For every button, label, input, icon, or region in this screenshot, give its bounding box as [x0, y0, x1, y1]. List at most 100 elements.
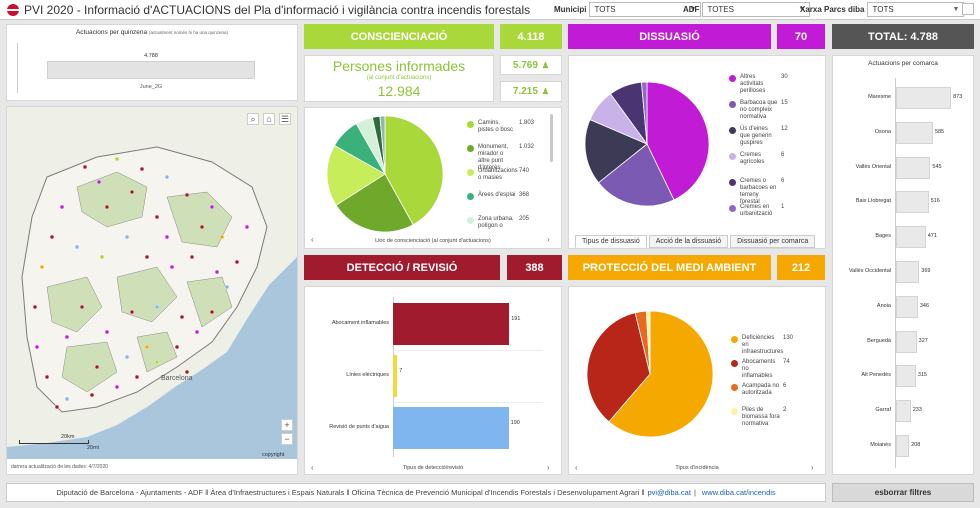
- map-point: [114, 156, 120, 162]
- consciencia-legend-item[interactable]: Àrees d'esplai 368: [467, 192, 529, 200]
- map-point: [49, 234, 55, 240]
- comarca-bar[interactable]: [896, 156, 931, 179]
- map-scale-km: 20km: [61, 434, 75, 440]
- map-canvas[interactable]: [7, 107, 297, 459]
- tab-dissuasio-comarca[interactable]: Dissuasió per comarca: [730, 235, 816, 248]
- map-point: [134, 374, 140, 380]
- consciencia-legend-item[interactable]: Camins, pistes o bosc 1.803: [467, 120, 534, 134]
- dissuasio-pie-slice-2[interactable]: [584, 119, 648, 184]
- dissuasio-tile[interactable]: DISSUASIÓ: [568, 24, 771, 49]
- comarca-bar[interactable]: [896, 261, 920, 283]
- consciencia-pie-slice-1[interactable]: [335, 173, 414, 233]
- chevron-right-icon[interactable]: ›: [547, 235, 550, 244]
- deteccio-bar[interactable]: [393, 407, 509, 449]
- chevron-right-icon[interactable]: ›: [811, 463, 814, 472]
- legend-value: 6: [781, 152, 785, 158]
- proteccio-legend-item[interactable]: Piles de biomassa fora normativa 2: [731, 407, 786, 428]
- comarca-data-label: 369: [921, 268, 931, 274]
- comarca-data-label: 346: [919, 302, 930, 309]
- deteccio-bar[interactable]: [393, 303, 510, 345]
- consciencia-legend-item[interactable]: Monument, mirador o altre punt d'interès…: [467, 144, 534, 172]
- footer: Diputació de Barcelona - Ajuntaments - A…: [6, 483, 826, 502]
- map-point: [139, 166, 145, 172]
- dissuasio-legend-item[interactable]: Barbacoa que no compleix normativa 15: [729, 100, 788, 121]
- comarca-bar[interactable]: [896, 87, 952, 109]
- legend-label: Cremes agrícoles: [740, 152, 765, 165]
- consciencia-tile[interactable]: CONSCIENCIACIÓ: [304, 24, 494, 49]
- comarca-bar[interactable]: [896, 365, 916, 388]
- legend-label: Urbanitzacions o masies: [478, 168, 518, 181]
- map-point: [124, 354, 130, 360]
- clear-filters-button[interactable]: esborrar filtres: [832, 483, 974, 502]
- dissuasio-pie-slice-5[interactable]: [641, 81, 648, 145]
- proteccio-legend-item[interactable]: Abocaments no inflamables 74: [731, 359, 790, 380]
- dissuasio-pie-slice-1[interactable]: [597, 143, 675, 207]
- legend-value: 1: [781, 204, 785, 210]
- tab-accio-dissuasio[interactable]: Acció de la dissuasió: [648, 235, 729, 248]
- map-point: [209, 309, 215, 315]
- quinzena-bar[interactable]: [47, 61, 255, 79]
- forest-area: [116, 266, 178, 323]
- search-icon[interactable]: ⌕: [247, 113, 259, 125]
- map-point: [184, 369, 190, 375]
- dissuasio-legend-item[interactable]: Cremes agrícoles 6: [729, 152, 784, 166]
- dissuasio-legend-item[interactable]: Cremes en urbanització 1: [729, 204, 784, 218]
- comarca-bar[interactable]: [896, 191, 929, 214]
- comarca-bar[interactable]: [896, 226, 926, 249]
- quinzena-subtitle: (actualment només hi ha una quinzena): [148, 30, 229, 35]
- chevron-left-icon[interactable]: ‹: [311, 463, 314, 472]
- comarca-bar[interactable]: [896, 435, 910, 457]
- consciencia-pie-slice-6[interactable]: [379, 115, 386, 175]
- footer-email-link[interactable]: pvi@diba.cat: [647, 488, 691, 497]
- proteccio-pie-slice-3[interactable]: [645, 310, 651, 375]
- map-point: [194, 329, 200, 335]
- home-icon[interactable]: ⌂: [263, 113, 275, 125]
- list-icon[interactable]: ☰: [279, 113, 291, 125]
- zoom-in-button[interactable]: +: [281, 419, 293, 431]
- filter-xarxa-select[interactable]: TOTS ▼: [867, 2, 965, 17]
- legend-label: Zona urbana, polígon o: [478, 216, 514, 229]
- header-menu-button[interactable]: [962, 3, 974, 15]
- proteccio-tile[interactable]: PROTECCIÓ DEL MEDI AMBIENT: [568, 255, 771, 280]
- proteccio-pie-slice-1[interactable]: [586, 312, 651, 423]
- dissuasio-legend-item[interactable]: Ús d'eines que generin guspires 12: [729, 126, 788, 147]
- chevron-left-icon[interactable]: ‹: [311, 235, 314, 244]
- consciencia-pie-chart[interactable]: [325, 114, 445, 234]
- dissuasio-legend-item[interactable]: Cremes o barbacoes en terreny forestal 6: [729, 178, 784, 206]
- legend-swatch: [729, 101, 736, 108]
- filter-adf-select[interactable]: TOTES ▼: [702, 2, 811, 17]
- tab-tipus-dissuasio[interactable]: Tipus de dissuasió: [575, 235, 647, 248]
- quinzena-title-row: Actuacions per quinzena (actualment nomé…: [7, 29, 297, 36]
- map-point: [114, 384, 120, 390]
- consciencia-pie-slice-2[interactable]: [326, 144, 386, 206]
- dissuasio-pie-slice-0[interactable]: [646, 81, 710, 201]
- deteccio-bar[interactable]: [393, 355, 398, 397]
- comarca-bar[interactable]: [896, 121, 933, 144]
- consciencia-legend-item[interactable]: Urbanitzacions o masies 740: [467, 168, 529, 182]
- proteccio-legend-item[interactable]: Acampada no autoritzada 6: [731, 383, 786, 397]
- zoom-out-button[interactable]: −: [281, 433, 293, 445]
- comarca-bar[interactable]: [896, 295, 918, 318]
- consciencia-legend-item[interactable]: Zona urbana, polígon o 205: [467, 216, 529, 230]
- diba-logo-icon: [7, 3, 19, 16]
- dissuasio-tabs: Tipus de dissuasió Acció de la dissuasió…: [575, 235, 817, 248]
- comarca-data-label: 327: [918, 337, 928, 344]
- footer-web-link[interactable]: www.diba.cat/incendis: [701, 488, 776, 497]
- comarca-tick-label: Vallès Oriental: [855, 163, 891, 170]
- comarca-bar[interactable]: [896, 330, 917, 353]
- chevron-left-icon[interactable]: ‹: [575, 463, 578, 472]
- filter-municipi-select[interactable]: TOTS ▼: [589, 2, 702, 17]
- comarca-bar[interactable]: [896, 400, 911, 423]
- proteccio-legend-item[interactable]: Deficiències en infraestructures 130: [731, 335, 793, 356]
- legend-swatch: [729, 179, 736, 186]
- legend-scrollbar[interactable]: [550, 114, 553, 162]
- dissuasio-legend-item[interactable]: Altres activitats perilloses 30: [729, 74, 788, 95]
- consciencia-count: 4.118: [500, 24, 562, 49]
- consciencia-pie-slice-0[interactable]: [384, 115, 444, 226]
- chevron-right-icon[interactable]: ›: [547, 463, 550, 472]
- proteccio-pie-chart[interactable]: [585, 309, 715, 439]
- forest-area: [136, 331, 178, 373]
- dissuasio-pie-chart[interactable]: [583, 80, 711, 208]
- deteccio-tile[interactable]: DETECCIÓ / REVISIÓ: [304, 255, 500, 280]
- proteccio-pie-slice-0[interactable]: [608, 310, 714, 438]
